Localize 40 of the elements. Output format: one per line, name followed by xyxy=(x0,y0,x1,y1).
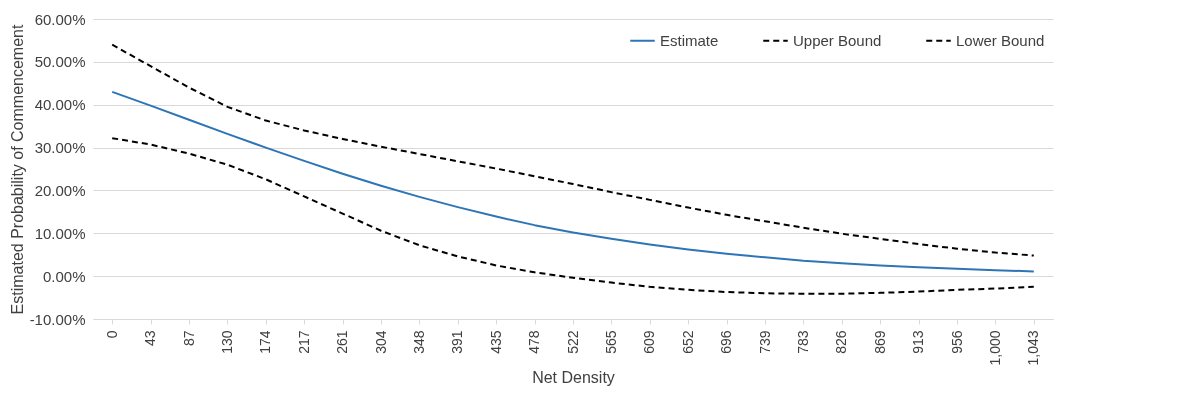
x-tick-label: 130 xyxy=(218,330,235,354)
y-tick-label: 20.00% xyxy=(34,181,86,199)
x-tick-label: 435 xyxy=(487,330,504,354)
x-tick-label: 217 xyxy=(295,330,312,354)
x-tick-label: 478 xyxy=(526,330,543,354)
x-tick-label: 783 xyxy=(794,330,811,354)
x-tick-label: 391 xyxy=(449,330,466,354)
x-tick-label: 87 xyxy=(180,330,197,347)
x-tick-label: 956 xyxy=(948,330,965,354)
x-tick-label: 43 xyxy=(142,330,159,347)
x-tick-label: 869 xyxy=(871,330,888,354)
x-tick-label: 0 xyxy=(103,330,120,339)
x-tick-label: 261 xyxy=(334,330,351,354)
y-tick-label: 50.00% xyxy=(34,53,86,71)
x-tick-label: 1,043 xyxy=(1025,330,1042,366)
legend-label: Lower Bound xyxy=(956,31,1045,49)
y-tick-label: 60.00% xyxy=(34,10,86,28)
x-tick-label: 174 xyxy=(257,330,274,354)
x-axis-title: Net Density xyxy=(532,368,615,386)
x-tick-label: 348 xyxy=(410,330,427,354)
x-tick-label: 565 xyxy=(602,330,619,354)
legend-label: Upper Bound xyxy=(793,31,882,49)
x-tick-label: 826 xyxy=(833,330,850,354)
line-series xyxy=(111,137,1035,295)
y-axis-title: Estimated Probability of Commencement xyxy=(8,24,26,315)
x-tick-label: 652 xyxy=(679,330,696,354)
x-tick-label: 696 xyxy=(718,330,735,354)
line-series xyxy=(111,90,1035,273)
y-tick-label: 40.00% xyxy=(34,96,86,114)
y-tick-label: -10.00% xyxy=(29,310,86,328)
x-tick-label: 609 xyxy=(641,330,658,354)
x-tick-label: 304 xyxy=(372,330,389,354)
legend-label: Estimate xyxy=(660,31,719,49)
x-tick-label: 522 xyxy=(564,330,581,354)
x-tick-label: 913 xyxy=(910,330,927,354)
x-tick-label: 739 xyxy=(756,330,773,354)
x-tick-label: 1,000 xyxy=(986,330,1003,366)
y-tick-label: 0.00% xyxy=(42,267,86,285)
y-tick-label: 30.00% xyxy=(34,139,86,157)
y-tick-label: 10.00% xyxy=(34,224,86,242)
